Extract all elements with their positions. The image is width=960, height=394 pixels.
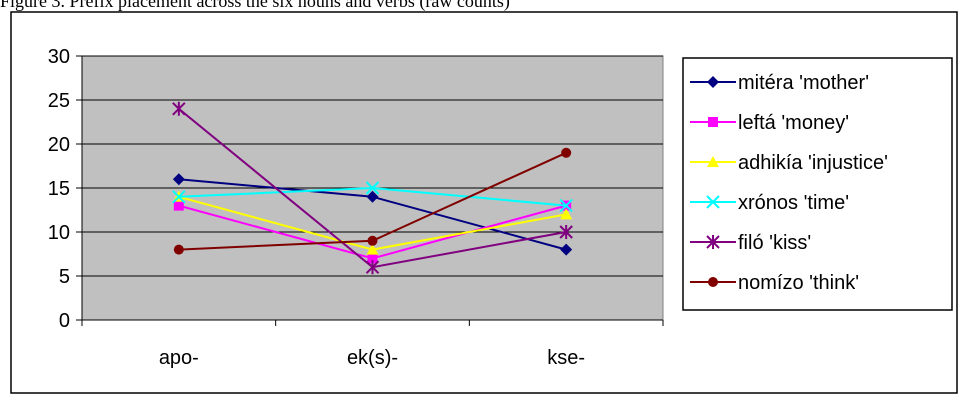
legend: mitéra 'mother' leftá 'money' adhikía 'inj… xyxy=(690,72,888,294)
y-tick-label: 10 xyxy=(48,222,70,244)
y-tick-label: 5 xyxy=(59,266,70,288)
data-point-marker xyxy=(365,181,380,195)
y-tick-label: 25 xyxy=(48,90,70,112)
figure-caption: Figure 3. Prefix placement across the si… xyxy=(0,0,960,12)
legend-label: nomízo 'think' xyxy=(738,272,859,294)
data-point-marker xyxy=(172,101,186,116)
y-tick-label: 30 xyxy=(48,46,70,68)
data-point-marker xyxy=(707,156,719,167)
data-point-marker xyxy=(559,198,573,213)
data-point-marker xyxy=(708,117,718,127)
data-point-marker xyxy=(367,235,378,246)
legend-entry: mitéra 'mother' xyxy=(690,72,869,94)
data-point-marker xyxy=(561,147,572,158)
data-point-marker xyxy=(560,243,573,256)
legend-label: adhikía 'injustice' xyxy=(738,152,888,174)
data-point-marker xyxy=(706,235,720,249)
data-point-marker xyxy=(708,277,718,287)
y-tick-label: 0 xyxy=(59,310,70,332)
y-tick-label: 15 xyxy=(48,178,70,200)
data-point-marker xyxy=(560,208,573,220)
x-axis: apo-ek(s)- kse- xyxy=(81,319,664,369)
legend-label: mitéra 'mother' xyxy=(738,72,869,94)
legend-label: xrónos 'time' xyxy=(738,192,849,214)
data-point-marker xyxy=(367,253,378,264)
series-layer xyxy=(172,101,573,275)
legend-entry: leftá 'money' xyxy=(690,112,849,134)
y-axis: 0 5 10 15 20 25 30 xyxy=(48,46,83,332)
legend-box xyxy=(682,57,953,311)
series-5 xyxy=(173,147,572,255)
x-tick-label: ek(s)- xyxy=(347,347,398,369)
series-0 xyxy=(172,173,573,256)
data-point-marker xyxy=(559,225,573,239)
data-point-marker xyxy=(173,200,184,211)
series-3 xyxy=(172,181,573,213)
data-point-marker xyxy=(173,244,184,255)
legend-entry: nomízo 'think' xyxy=(690,272,859,294)
data-point-marker xyxy=(172,190,186,204)
figure-caption-text: Figure 3. Prefix placement across the si… xyxy=(0,0,510,11)
x-tick-label: kse- xyxy=(547,347,585,369)
data-point-marker xyxy=(366,243,379,255)
legend-entry: adhikía 'injustice' xyxy=(690,152,888,174)
x-tick-label: apo- xyxy=(159,347,199,369)
legend-label: leftá 'money' xyxy=(738,112,849,134)
legend-entry: xrónos 'time' xyxy=(690,192,849,214)
data-point-marker xyxy=(706,195,720,209)
data-point-marker xyxy=(366,190,379,203)
y-tick-label: 20 xyxy=(48,134,70,156)
legend-entry: filó 'kiss' xyxy=(690,232,811,254)
data-point-marker xyxy=(172,173,185,186)
gridlines xyxy=(82,55,663,277)
data-point-marker xyxy=(365,260,380,275)
data-point-marker xyxy=(707,76,719,88)
series-4 xyxy=(172,101,573,275)
legend-label: filó 'kiss' xyxy=(738,232,811,254)
